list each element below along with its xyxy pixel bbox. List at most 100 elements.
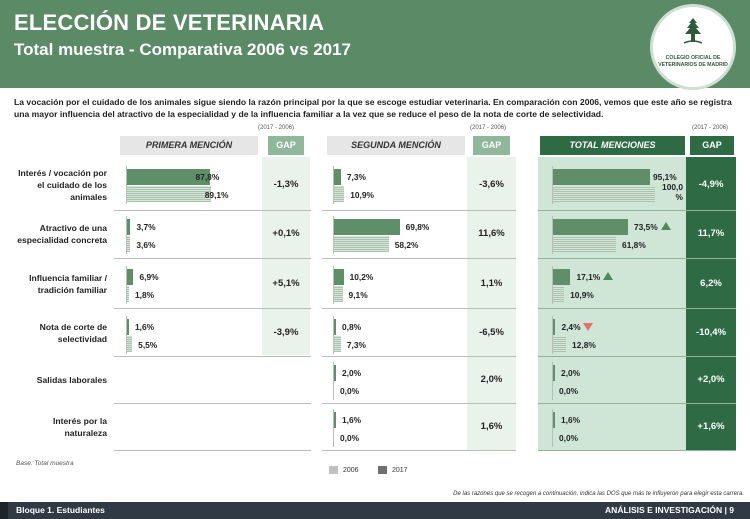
value-primera-2017: 3,7% (136, 222, 156, 232)
legend-item-2017: 2017 (378, 466, 408, 474)
value-segunda-2017: 1,6% (342, 415, 362, 425)
axis-line (552, 409, 553, 447)
row-separator (114, 308, 311, 309)
gap-value-segunda: 1,6% (480, 420, 503, 432)
bar-total-2017 (553, 412, 555, 428)
row-separator (538, 403, 736, 404)
value-primera-2006: 89,1% (204, 190, 229, 200)
bar-primera-2017 (127, 319, 129, 335)
value-segunda-2006: 0,0% (340, 386, 360, 396)
row-separator (322, 450, 516, 451)
page-title: ELECCIÓN DE VETERINARIA (14, 10, 325, 35)
bar-segunda-2017 (334, 269, 344, 285)
value-total-2017: 2,0% (561, 368, 581, 378)
row-label: Influencia familiar / tradición familiar (29, 273, 107, 295)
bar-segunda-2017 (334, 219, 400, 235)
row-separator (114, 450, 311, 451)
value-total-2006: 10,9% (570, 290, 594, 300)
value-segunda-2006: 58,2% (394, 240, 419, 250)
axis-line (333, 266, 334, 304)
row-label: Interés por la naturaleza (53, 415, 107, 438)
bar-total-2006 (553, 186, 655, 202)
value-primera-2017: 1,6% (135, 322, 155, 332)
gap-value-primera: -1,3% (273, 179, 299, 190)
gap-header-total: GAP (690, 136, 734, 155)
gap-value-segunda: 11,6% (478, 228, 505, 239)
row-separator (114, 258, 311, 259)
row-separator (114, 403, 311, 404)
page-subtitle: Total muestra - Comparativa 2006 vs 2017 (14, 40, 352, 59)
value-segunda-2006: 9,1% (348, 290, 368, 300)
value-total-2006: 0,0% (559, 433, 579, 443)
legend-swatch-2006 (329, 466, 338, 474)
gap-value-total: +1,6% (697, 420, 725, 432)
question-note: De las razones que se recogen a continua… (453, 491, 744, 497)
gap-column-primera-bg (262, 157, 310, 355)
axis-line (126, 216, 127, 254)
axis-line (552, 316, 553, 354)
total-column-bg (538, 157, 686, 450)
bar-segunda-2006 (334, 236, 389, 252)
trend-up-icon (660, 222, 671, 230)
axis-line (126, 266, 127, 304)
gap-value-total: 11,7% (697, 228, 725, 239)
row-separator (114, 356, 311, 357)
row-separator (322, 258, 516, 259)
value-segunda-2006: 0,0% (340, 433, 360, 443)
bar-segunda-2017 (334, 412, 336, 428)
bar-segunda-2006 (334, 336, 341, 352)
axis-line (552, 216, 553, 254)
base-note: Base: Total muestra (16, 460, 74, 467)
row-separator (538, 450, 736, 451)
axis-line (333, 216, 334, 254)
value-segunda-2017: 2,0% (342, 368, 362, 378)
bar-primera-2017 (127, 219, 131, 235)
value-total-2006: 0,0% (559, 386, 579, 396)
bar-total-2017 (553, 269, 571, 285)
trend-up-icon (603, 272, 614, 280)
gap-value-primera: -3,9% (273, 327, 299, 338)
college-logo: COLEGIO OFICIAL DE VETERINARIOS DE MADRI… (650, 4, 736, 90)
gap-value-segunda: 2,0% (480, 373, 503, 385)
row-label: Atractivo de una especialidad concreta (17, 223, 107, 245)
axis-line (333, 166, 334, 204)
legend-swatch-2017 (378, 466, 387, 474)
bar-total-2017 (553, 219, 628, 235)
row-separator (538, 258, 736, 259)
value-segunda-2017: 0,8% (342, 322, 362, 332)
bar-primera-2006 (127, 286, 129, 302)
column-header-total: TOTAL MENCIONES (540, 136, 685, 155)
gap-value-segunda: 1,1% (480, 278, 503, 289)
axis-line (333, 409, 334, 447)
legend-label-2017: 2017 (392, 466, 408, 474)
axis-line (552, 362, 553, 400)
row-separator (538, 210, 736, 211)
value-primera-2017: 6,9% (139, 272, 159, 282)
row-label: Nota de corte de selectividad (39, 322, 107, 344)
footer-accent (0, 502, 8, 519)
logo-text: COLEGIO OFICIAL DE VETERINARIOS DE MADRI… (658, 55, 728, 68)
footer-page-label: ANÁLISIS E INVESTIGACIÓN | 9 (605, 505, 734, 515)
value-total-2006: 100,0 % (662, 182, 683, 202)
gap-value-total: -4,9% (698, 179, 724, 190)
bar-primera-2006 (127, 186, 211, 202)
axis-line (333, 316, 334, 354)
bar-total-2006 (553, 236, 617, 252)
row-separator (322, 403, 516, 404)
row-separator (322, 210, 516, 211)
footer-section-label: Bloque 1. Estudiantes (16, 505, 105, 515)
gap-header-segunda: GAP (473, 136, 510, 155)
value-segunda-2017: 7,3% (346, 172, 366, 182)
bar-segunda-2017 (334, 319, 336, 335)
row-separator (322, 356, 516, 357)
intro-text: La vocación por el cuidado de los animal… (14, 97, 732, 119)
footer-bar: Bloque 1. Estudiantes ANÁLISIS E INVESTI… (0, 502, 750, 519)
value-total-2017: 2,4% (561, 322, 581, 332)
value-total-2006: 12,8% (572, 340, 596, 350)
row-label: Interés / vocación por el cuidado de los… (18, 168, 107, 202)
gap-value-primera: +5,1% (272, 278, 300, 289)
value-segunda-2017: 69,8% (405, 222, 430, 232)
bar-total-2017 (553, 319, 556, 335)
gap-header-primera: GAP (268, 136, 304, 155)
legend-label-2006: 2006 (343, 466, 359, 474)
